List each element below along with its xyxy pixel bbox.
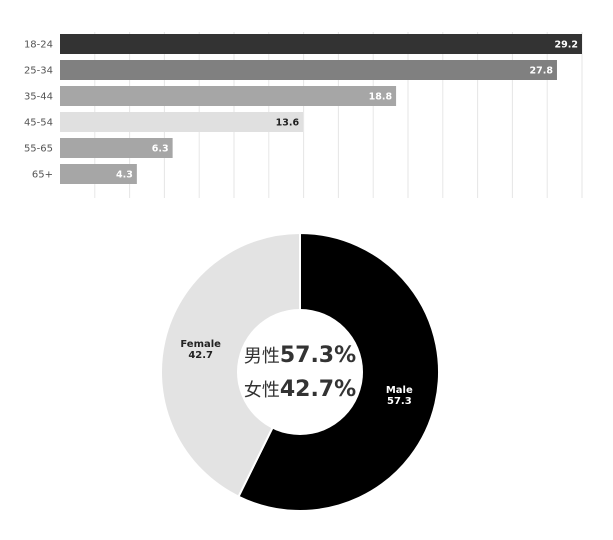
center-female-value: 42.7% xyxy=(279,377,357,402)
bar xyxy=(60,34,582,54)
bar-value-label: 27.8 xyxy=(530,66,554,77)
bar-group: 18-24 29.2 25-34 27.8 35-44 18.8 45-54 13.6 55-6… xyxy=(24,34,582,184)
category-label: 25-34 xyxy=(24,66,53,77)
bar xyxy=(60,138,173,158)
slice-name-label: Male xyxy=(386,385,413,396)
bar xyxy=(60,60,557,80)
donut-hole xyxy=(237,309,363,435)
slice-name-label: Female xyxy=(180,339,221,350)
center-male-name: 男性 xyxy=(243,346,280,367)
category-label: 45-54 xyxy=(24,118,53,129)
age-bar-chart: 18-24 29.2 25-34 27.8 35-44 18.8 45-54 13.6 55-6… xyxy=(24,32,583,198)
bar-value-label: 4.3 xyxy=(116,170,133,181)
category-label: 65+ xyxy=(32,170,53,181)
slice-value-label: 42.7 xyxy=(188,350,213,361)
bar xyxy=(60,86,397,106)
center-male-value: 57.3% xyxy=(279,343,357,368)
bar-value-label: 6.3 xyxy=(152,144,169,155)
center-label-female: 女性42.7% xyxy=(240,376,360,402)
pie-slice xyxy=(160,231,301,498)
bar-value-label: 18.8 xyxy=(369,92,393,103)
category-label: 55-65 xyxy=(24,144,53,155)
bar-value-label: 29.2 xyxy=(555,40,578,51)
bar-value-label: 13.6 xyxy=(276,118,300,129)
bar xyxy=(60,112,304,132)
category-label: 35-44 xyxy=(24,92,53,103)
center-label-male: 男性57.3% xyxy=(240,342,360,368)
category-label: 18-24 xyxy=(24,40,53,51)
slice-value-label: 57.3 xyxy=(387,396,412,407)
center-female-name: 女性 xyxy=(243,380,280,401)
bar xyxy=(60,164,137,184)
